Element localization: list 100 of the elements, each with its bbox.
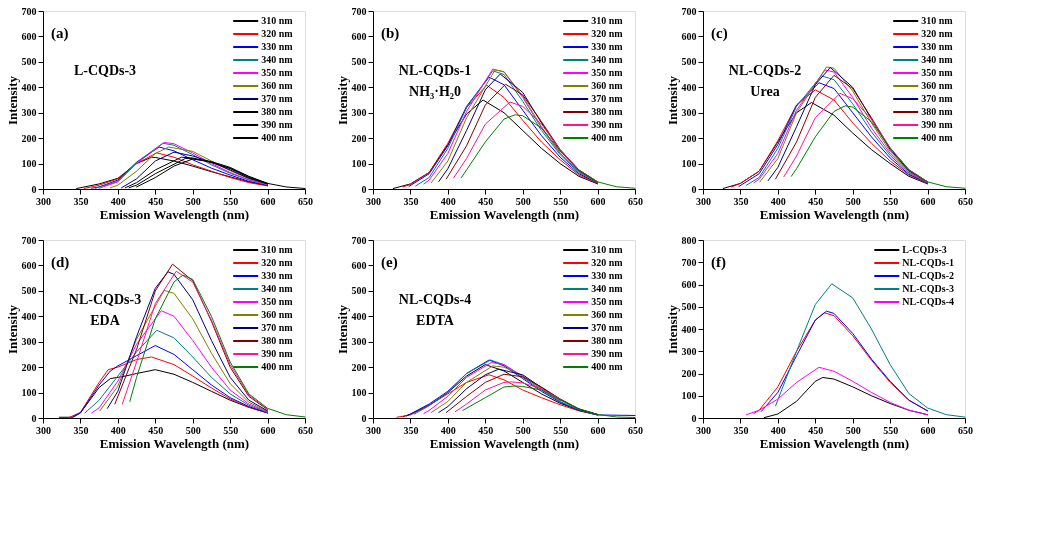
x-tick-label: 450 [148, 195, 164, 207]
legend-label: 360 nm [591, 309, 624, 320]
x-tick-label: 500 [515, 195, 531, 207]
x-tick-label: 400 [110, 195, 126, 207]
x-tick-label: 500 [515, 424, 531, 436]
annotation: (e) [381, 254, 398, 271]
y-tick-label: 100 [21, 387, 37, 399]
x-tick-label: 350 [73, 195, 89, 207]
annotation: NL-CQDs-2 [728, 63, 802, 78]
y-tick-label: 200 [681, 368, 697, 379]
y-tick-label: 600 [681, 30, 697, 42]
x-tick-label: 400 [770, 195, 786, 207]
annotation: (c) [711, 25, 728, 42]
y-axis-title: Intensity [334, 75, 350, 126]
x-tick-label: 600 [590, 424, 606, 436]
y-axis-title: Intensity [334, 304, 350, 355]
x-tick-label: 400 [440, 424, 456, 436]
legend-label: 350 nm [261, 67, 294, 78]
annotation: NH₃·H₂0 [409, 84, 461, 99]
y-tick-label: 0 [31, 412, 37, 424]
y-tick-label: 200 [21, 361, 37, 373]
legend-label: 330 nm [261, 41, 294, 52]
y-tick-label: 300 [681, 345, 697, 357]
x-tick-label: 600 [260, 424, 276, 436]
annotation: EDTA [416, 313, 455, 328]
x-tick-label: 650 [298, 424, 313, 436]
legend-label: 370 nm [921, 93, 954, 104]
legend-label: 400 nm [921, 132, 954, 143]
legend-label: 380 nm [591, 335, 624, 346]
legend-label: NL-CQDs-4 [902, 296, 954, 307]
y-tick-label: 300 [351, 336, 367, 348]
x-tick-label: 400 [110, 424, 126, 436]
legend-label: 400 nm [591, 132, 624, 143]
y-tick-label: 500 [21, 285, 37, 297]
y-tick-label: 200 [351, 361, 367, 373]
y-tick-label: 0 [361, 412, 367, 424]
y-tick-label: 700 [21, 5, 37, 17]
x-tick-label: 450 [478, 195, 494, 207]
y-tick-label: 500 [681, 301, 697, 313]
x-axis-title: Emission Wavelength (nm) [759, 435, 910, 451]
y-tick-label: 700 [681, 256, 697, 268]
legend-label: 340 nm [591, 283, 624, 294]
legend-label: 360 nm [261, 80, 294, 91]
x-tick-label: 650 [628, 195, 643, 207]
legend-label: 350 nm [921, 67, 954, 78]
y-tick-label: 300 [21, 336, 37, 348]
legend-label: 370 nm [261, 93, 294, 104]
y-tick-label: 300 [681, 107, 697, 119]
y-axis-title: Intensity [664, 304, 680, 355]
y-tick-label: 100 [351, 158, 367, 170]
legend-label: 330 nm [591, 270, 624, 281]
y-axis-title: Intensity [664, 75, 680, 126]
x-axis-title: Emission Wavelength (nm) [759, 206, 910, 222]
annotation: NL-CQDs-3 [68, 292, 142, 307]
annotation: Urea [750, 84, 780, 99]
y-tick-label: 200 [351, 132, 367, 144]
y-tick-label: 500 [21, 56, 37, 68]
legend-label: 400 nm [591, 361, 624, 372]
legend-label: 320 nm [591, 257, 624, 268]
legend-label: 340 nm [261, 283, 294, 294]
x-tick-label: 450 [808, 195, 824, 207]
legend-label: 310 nm [261, 244, 294, 255]
y-tick-label: 100 [681, 390, 697, 402]
x-axis-title: Emission Wavelength (nm) [429, 435, 580, 451]
x-tick-label: 450 [808, 424, 824, 436]
y-tick-label: 600 [351, 259, 367, 271]
legend-label: 340 nm [261, 54, 294, 65]
x-tick-label: 500 [845, 424, 861, 436]
x-tick-label: 650 [628, 424, 643, 436]
x-tick-label: 550 [883, 424, 899, 436]
y-tick-label: 0 [691, 412, 697, 424]
annotation: L-CQDs-3 [73, 63, 137, 78]
y-tick-label: 200 [21, 132, 37, 144]
y-tick-label: 800 [681, 234, 697, 246]
y-tick-label: 400 [681, 323, 697, 335]
x-tick-label: 350 [403, 424, 419, 436]
legend-label: 400 nm [261, 132, 294, 143]
legend-label: 340 nm [921, 54, 954, 65]
x-tick-label: 450 [478, 424, 494, 436]
y-tick-label: 0 [361, 183, 367, 195]
x-tick-label: 600 [590, 195, 606, 207]
legend-label: 400 nm [261, 361, 294, 372]
legend-label: NL-CQDs-2 [902, 270, 954, 281]
legend-label: 390 nm [261, 119, 294, 130]
y-tick-label: 600 [21, 30, 37, 42]
x-tick-label: 350 [73, 424, 89, 436]
legend-label: 350 nm [591, 296, 624, 307]
y-tick-label: 700 [351, 234, 367, 246]
y-tick-label: 700 [681, 5, 697, 17]
legend-label: 380 nm [261, 335, 294, 346]
y-tick-label: 700 [21, 234, 37, 246]
legend-label: 330 nm [591, 41, 624, 52]
x-tick-label: 550 [223, 424, 239, 436]
legend-label: NL-CQDs-3 [902, 283, 954, 294]
annotation: (f) [711, 254, 726, 271]
x-tick-label: 550 [553, 195, 569, 207]
legend-label: 380 nm [591, 106, 624, 117]
x-tick-label: 600 [260, 195, 276, 207]
legend-label: 340 nm [591, 54, 624, 65]
legend-label: 310 nm [261, 15, 294, 26]
